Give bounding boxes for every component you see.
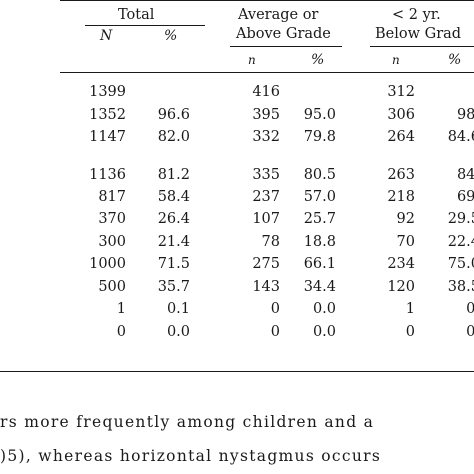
table-cell-below-n: 312: [387, 84, 415, 100]
table-cell-below-n: 0: [405, 324, 415, 340]
group-header-total: Total: [118, 7, 155, 23]
table-cell-below-pct: 75.0: [447, 256, 474, 272]
table-cell-below-pct: 0.: [466, 324, 474, 340]
subheader-total-pct: %: [164, 28, 178, 44]
table-cell-average-pct: 34.4: [303, 279, 336, 295]
subheader-total-n: N: [100, 28, 113, 44]
table-cell-total-pct: 35.7: [157, 279, 190, 295]
table-cell-below-pct: 0.: [466, 301, 474, 317]
subheader-average-pct: %: [311, 52, 325, 68]
table-cell-average-n: 332: [252, 129, 280, 145]
table-cell-total-n: 1399: [89, 84, 126, 100]
table-cell-total-n: 500: [98, 279, 126, 295]
table-cell-total-pct: 26.4: [157, 211, 190, 227]
table-cell-average-pct: 66.1: [303, 256, 336, 272]
table-cell-average-n: 143: [252, 279, 280, 295]
table-cell-average-n: 416: [252, 84, 280, 100]
group-header-average-line2: Above Grade: [236, 26, 331, 42]
table-cell-below-pct: 22.4: [447, 234, 474, 250]
table-cell-below-pct: 84.6: [447, 129, 474, 145]
table-cell-below-pct: 98.: [456, 107, 474, 123]
table-cell-below-n: 234: [387, 256, 415, 272]
table-cell-average-n: 395: [252, 107, 280, 123]
table-cell-total-pct: 82.0: [157, 129, 190, 145]
group-underline-total: [85, 25, 205, 26]
subheader-average-n: n: [248, 53, 256, 67]
table-cell-total-pct: 0.1: [166, 301, 190, 317]
subheader-below-n: n: [392, 53, 400, 67]
table-cell-average-pct: 25.7: [303, 211, 336, 227]
table-cell-total-pct: 71.5: [157, 256, 190, 272]
table-bottom-rule: [0, 371, 474, 372]
table-cell-average-n: 335: [252, 167, 280, 183]
table-cell-total-n: 300: [98, 234, 126, 250]
table-top-rule: [60, 0, 474, 1]
table-cell-total-n: 1352: [89, 107, 126, 123]
table-cell-average-n: 275: [252, 256, 280, 272]
table-cell-total-n: 0: [116, 324, 126, 340]
table-cell-average-pct: 80.5: [303, 167, 336, 183]
table-cell-total-n: 1136: [89, 167, 126, 183]
table-cell-average-n: 78: [261, 234, 280, 250]
header-bottom-rule: [60, 72, 474, 73]
table-cell-average-pct: 95.0: [303, 107, 336, 123]
table-cell-total-n: 370: [98, 211, 126, 227]
group-header-average-line1: Average or: [238, 7, 319, 23]
body-text-line-1: rs more frequently among children and a: [0, 413, 375, 431]
group-underline-below: [370, 46, 474, 47]
table-cell-below-pct: 69.: [456, 189, 474, 205]
table-cell-below-pct: 84.: [456, 167, 474, 183]
table-cell-below-n: 218: [387, 189, 415, 205]
table-cell-total-n: 1: [116, 301, 126, 317]
table-cell-average-pct: 79.8: [303, 129, 336, 145]
group-underline-average: [230, 46, 342, 47]
table-cell-below-n: 1: [405, 301, 415, 317]
group-header-below-line2: Below Grad: [375, 26, 462, 42]
table-cell-total-n: 1147: [89, 129, 126, 145]
table-cell-total-pct: 21.4: [157, 234, 190, 250]
table-cell-total-pct: 96.6: [157, 107, 190, 123]
table-cell-average-n: 237: [252, 189, 280, 205]
table-cell-total-n: 817: [98, 189, 126, 205]
table-cell-total-n: 1000: [89, 256, 126, 272]
table-cell-total-pct: 58.4: [157, 189, 190, 205]
body-text-line-2: )5), whereas horizontal nystagmus occurs: [0, 447, 382, 465]
table-cell-total-pct: 81.2: [157, 167, 190, 183]
table-cell-below-n: 263: [387, 167, 415, 183]
table-cell-below-n: 120: [387, 279, 415, 295]
table-cell-below-n: 70: [396, 234, 415, 250]
table-cell-below-n: 264: [387, 129, 415, 145]
table-cell-average-n: 0: [270, 301, 280, 317]
table-cell-average-pct: 57.0: [303, 189, 336, 205]
table-cell-below-n: 92: [396, 211, 415, 227]
table-cell-average-n: 0: [270, 324, 280, 340]
table-cell-below-pct: 38.5: [447, 279, 474, 295]
group-header-below-line1: < 2 yr.: [392, 7, 441, 23]
table-cell-average-pct: 0.0: [312, 324, 336, 340]
table-cell-average-pct: 18.8: [303, 234, 336, 250]
table-cell-below-pct: 29.5: [447, 211, 474, 227]
table-cell-average-n: 107: [252, 211, 280, 227]
subheader-below-pct: %: [448, 52, 462, 68]
table-cell-total-pct: 0.0: [166, 324, 190, 340]
table-cell-average-pct: 0.0: [312, 301, 336, 317]
table-cell-below-n: 306: [387, 107, 415, 123]
